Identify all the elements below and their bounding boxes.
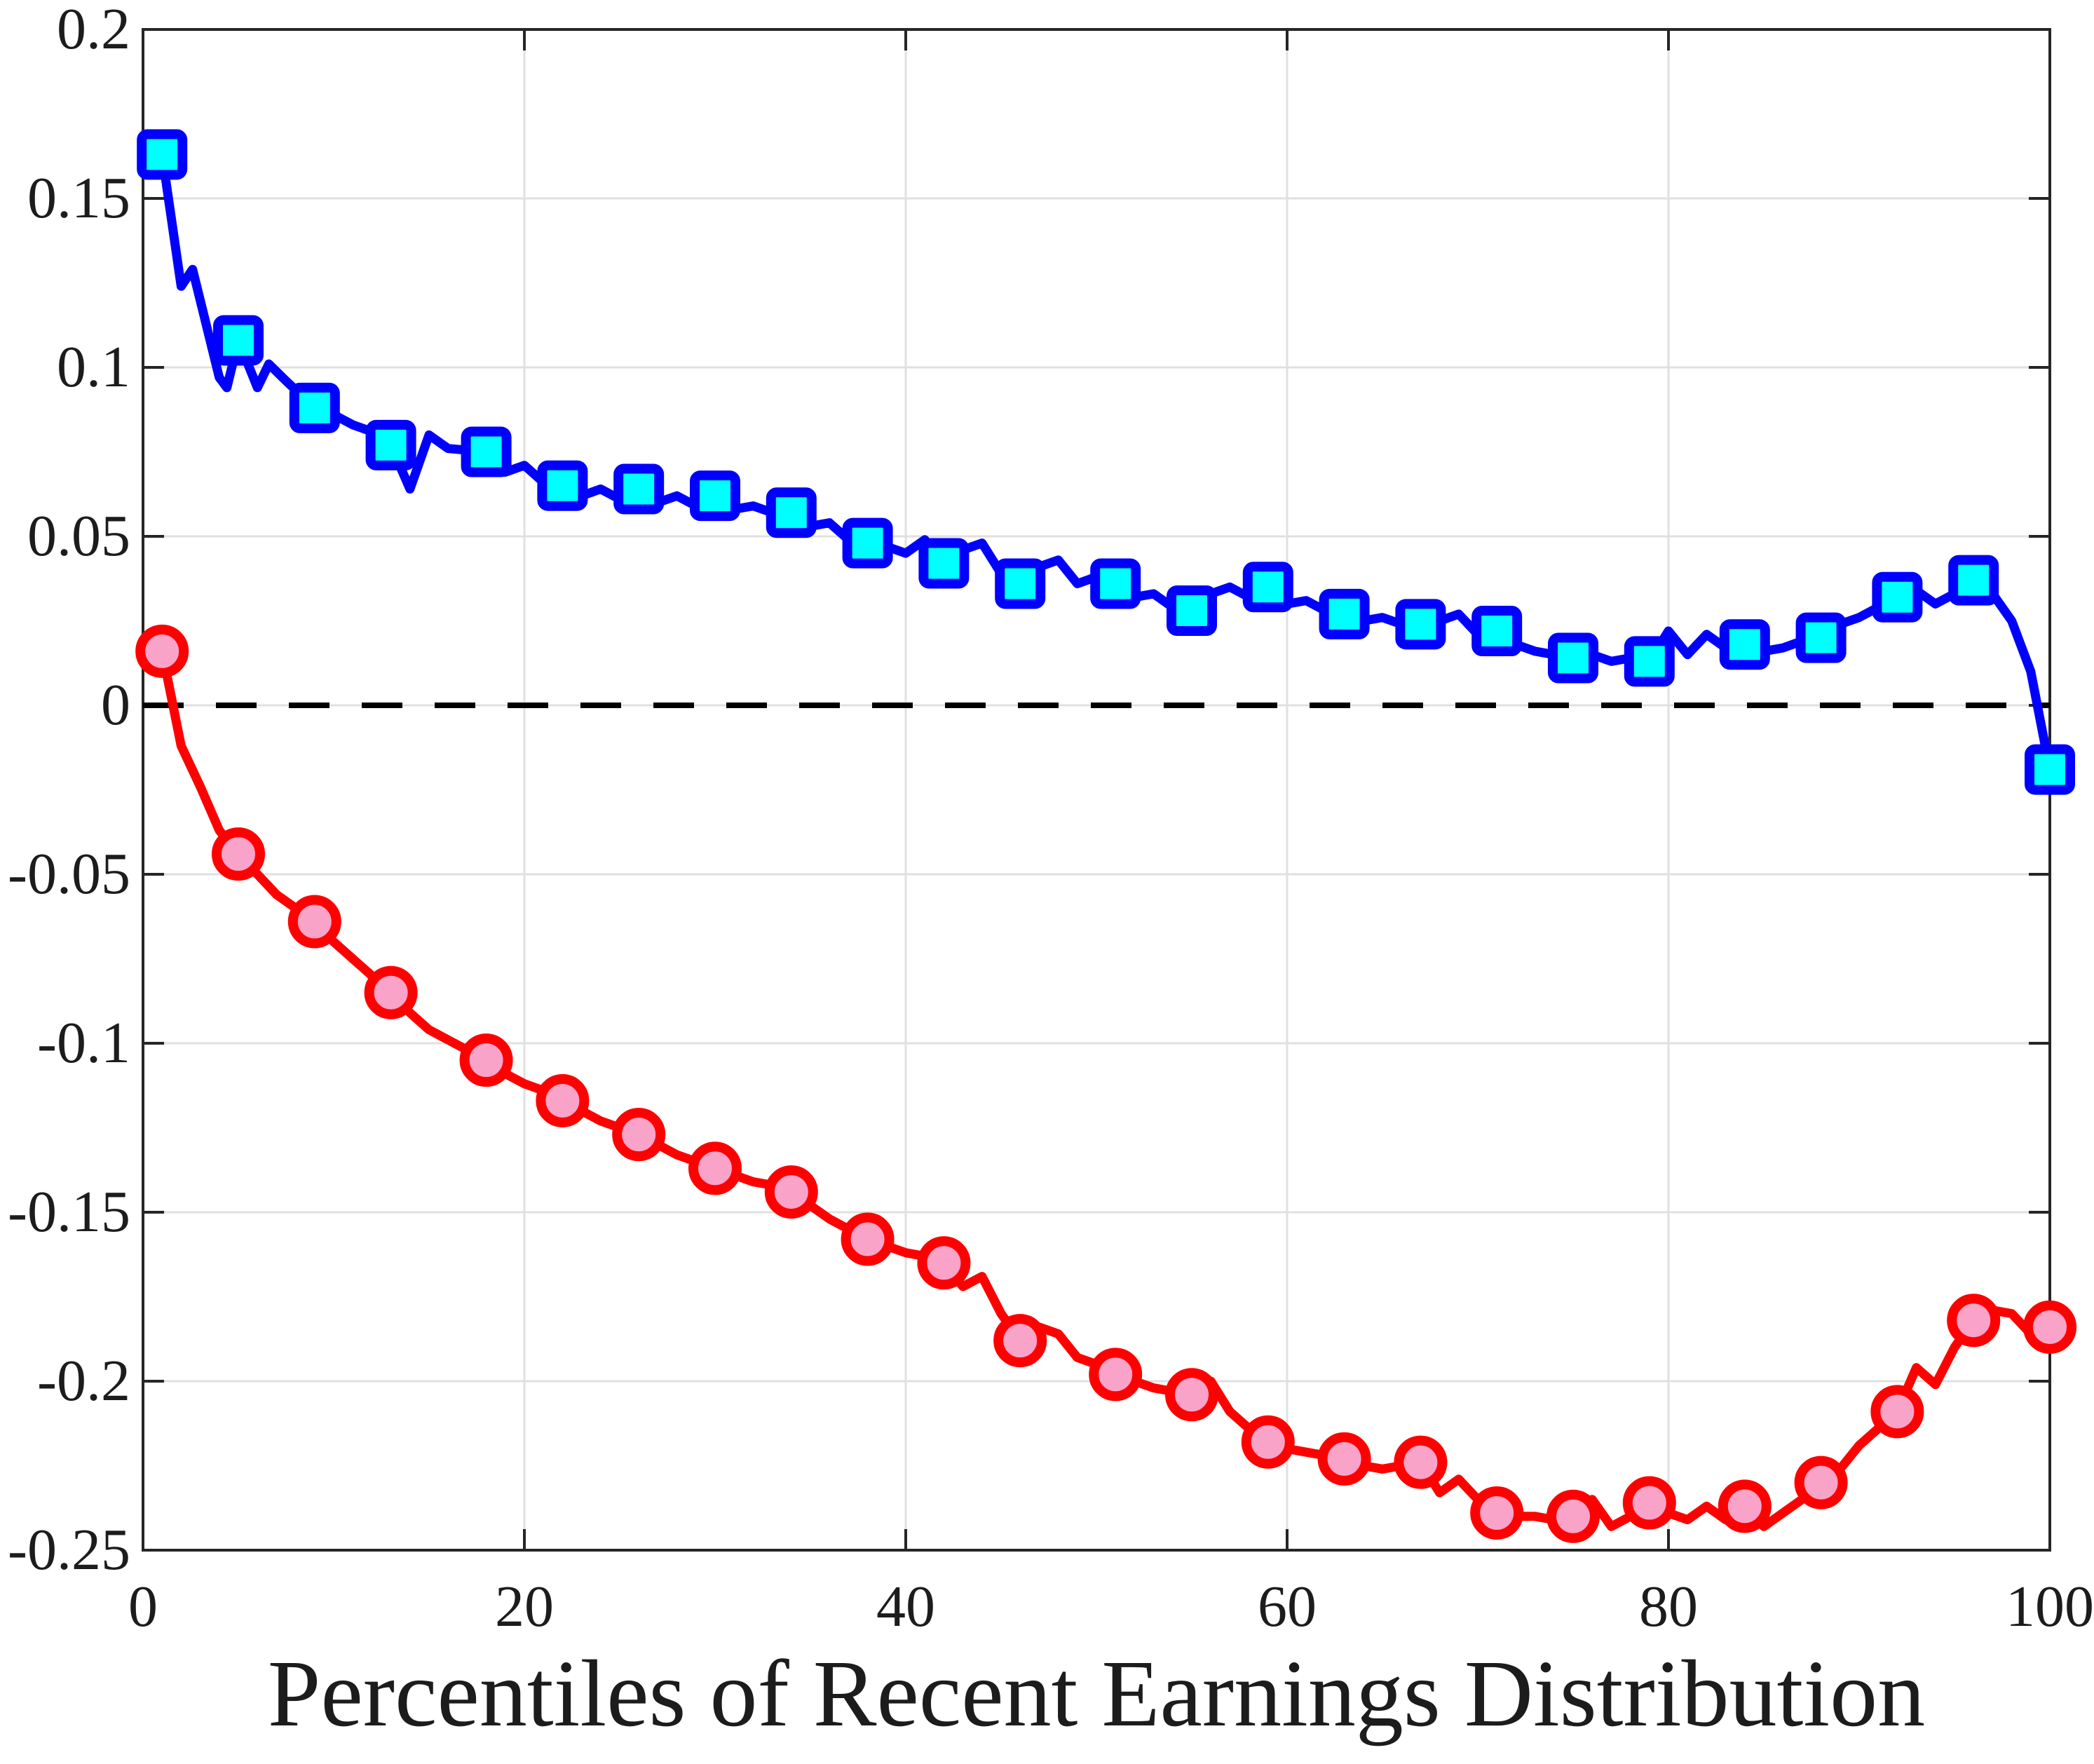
- square-marker: [1872, 571, 1923, 623]
- circle-marker: [1870, 1385, 1924, 1439]
- square-marker: [1624, 636, 1675, 687]
- square-marker: [1242, 562, 1293, 613]
- circle-marker: [1546, 1489, 1600, 1543]
- square-marker: [2025, 744, 2075, 795]
- circle-marker: [1470, 1486, 1524, 1540]
- square-marker: [1795, 612, 1847, 663]
- square-marker: [1948, 555, 1999, 606]
- circle-marker: [764, 1165, 818, 1219]
- circle-marker: [459, 1033, 513, 1087]
- x-tick-label: 0: [128, 1574, 158, 1639]
- y-tick-label: 0.15: [27, 165, 130, 231]
- square-marker: [918, 538, 970, 589]
- square-marker: [289, 382, 340, 433]
- square-marker: [1548, 632, 1598, 684]
- y-tick-label: 0.05: [27, 503, 130, 569]
- x-tick-label: 60: [1258, 1574, 1317, 1639]
- y-tick-label: -0.2: [37, 1348, 130, 1413]
- square-marker: [1090, 558, 1141, 609]
- square-marker: [365, 419, 416, 470]
- circle-marker: [1718, 1479, 1772, 1533]
- circle-marker: [135, 624, 189, 678]
- square-marker: [1319, 588, 1370, 639]
- square-marker: [1167, 585, 1217, 637]
- circle-marker: [1794, 1456, 1848, 1509]
- circle-marker: [1165, 1368, 1218, 1422]
- circle-marker: [1947, 1294, 2001, 1348]
- circle-marker: [841, 1212, 895, 1266]
- y-tick-label: 0.1: [57, 334, 130, 400]
- x-tick-label: 100: [2006, 1574, 2094, 1639]
- circle-marker: [1241, 1415, 1295, 1469]
- square-marker: [613, 463, 665, 515]
- y-tick-label: 0: [101, 672, 130, 738]
- square-marker: [213, 315, 264, 366]
- circle-marker: [212, 827, 265, 881]
- square-marker: [995, 558, 1046, 609]
- square-marker: [766, 487, 817, 538]
- circle-marker: [536, 1073, 590, 1127]
- circle-marker: [1394, 1435, 1448, 1489]
- y-tick-label: 0.2: [57, 0, 130, 62]
- x-axis-title: Percentiles of Recent Earnings Distribut…: [267, 1641, 1926, 1746]
- circle-marker: [1622, 1476, 1676, 1530]
- circle-marker: [1089, 1348, 1143, 1402]
- x-tick-label: 80: [1639, 1574, 1698, 1639]
- circle-marker: [917, 1236, 971, 1290]
- square-marker: [537, 460, 588, 511]
- square-marker: [690, 470, 740, 522]
- y-tick-label: -0.1: [37, 1010, 130, 1076]
- y-tick-label: -0.05: [8, 841, 130, 907]
- circle-marker: [2023, 1300, 2076, 1354]
- circle-marker: [612, 1108, 666, 1162]
- x-tick-label: 40: [876, 1574, 935, 1639]
- square-marker: [842, 517, 893, 569]
- y-tick-label: -0.25: [8, 1517, 130, 1582]
- square-marker: [461, 426, 512, 477]
- x-tick-label: 20: [495, 1574, 554, 1639]
- axes-border: [142, 28, 2051, 1552]
- circle-marker: [364, 965, 418, 1019]
- circle-marker: [993, 1314, 1047, 1368]
- square-marker: [137, 129, 188, 180]
- y-tick-label: -0.15: [8, 1179, 130, 1244]
- circle-marker: [688, 1141, 742, 1195]
- circle-marker: [1317, 1432, 1371, 1486]
- circle-marker: [287, 895, 341, 949]
- square-marker: [1719, 619, 1770, 670]
- upper-series-blue-squares-line: [157, 149, 2055, 775]
- square-marker: [1471, 605, 1523, 656]
- square-marker: [1395, 599, 1446, 650]
